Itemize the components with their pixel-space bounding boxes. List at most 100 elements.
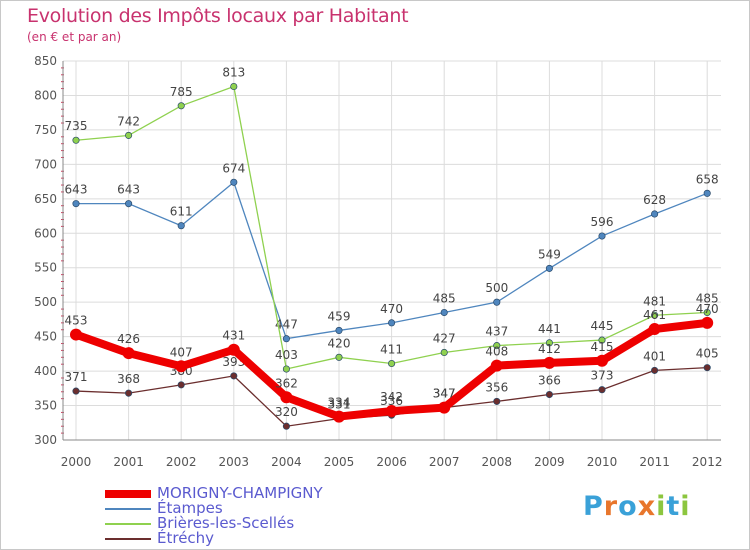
data-point-brieres-les-scelles	[125, 131, 133, 139]
data-point-morigny-champigny	[385, 405, 398, 418]
data-point-brieres-les-scelles	[703, 308, 711, 317]
data-label-morigny-champigny: 426	[117, 332, 140, 346]
data-point-etampes	[72, 200, 80, 208]
legend-label: MORIGNY-CHAMPIGNY	[157, 484, 323, 502]
data-label-etampes: 447	[275, 318, 298, 332]
data-label-brieres-les-scelles: 427	[433, 331, 456, 345]
logo-letter: x	[637, 491, 657, 522]
data-label-etrechy: 373	[591, 369, 614, 383]
data-label-morigny-champigny: 334	[328, 396, 351, 410]
data-point-etrechy	[177, 381, 185, 389]
y-tick-label: 750	[34, 123, 57, 137]
data-point-brieres-les-scelles	[545, 339, 553, 347]
data-label-morigny-champigny: 470	[696, 302, 719, 316]
y-tick-label: 650	[34, 192, 57, 206]
data-point-morigny-champigny	[438, 401, 451, 414]
data-label-morigny-champigny: 342	[380, 390, 403, 404]
data-label-etampes: 643	[117, 183, 140, 197]
data-point-morigny-champigny	[490, 359, 503, 372]
data-point-etampes	[440, 308, 448, 317]
data-label-etrechy: 405	[696, 347, 719, 361]
data-point-etrechy	[703, 364, 711, 372]
y-tick-label: 550	[34, 261, 57, 275]
data-label-morigny-champigny: 461	[643, 308, 666, 322]
logo-letter: P	[583, 491, 604, 522]
data-label-brieres-les-scelles: 411	[380, 343, 403, 357]
data-label-etrechy: 320	[275, 405, 298, 419]
data-label-brieres-les-scelles: 403	[275, 348, 298, 362]
data-point-etrechy	[651, 366, 659, 374]
data-label-etampes: 611	[170, 205, 193, 219]
data-label-brieres-les-scelles: 742	[117, 114, 140, 128]
chart-title: Evolution des Impôts locaux par Habitant	[27, 5, 409, 27]
data-point-morigny-champigny	[701, 316, 714, 329]
legend-label: Étampes	[157, 499, 223, 517]
data-label-etampes: 674	[222, 161, 245, 175]
y-tick-label: 600	[34, 226, 57, 240]
data-label-etampes: 643	[65, 183, 88, 197]
data-label-etampes: 459	[328, 309, 351, 323]
legend-swatch	[105, 523, 151, 525]
data-label-morigny-champigny: 412	[538, 342, 561, 356]
data-point-brieres-les-scelles	[282, 365, 290, 373]
data-label-brieres-les-scelles: 485	[696, 292, 719, 306]
x-tick-label: 2003	[219, 455, 250, 469]
data-label-etrechy: 368	[117, 372, 140, 386]
data-point-morigny-champigny	[122, 347, 135, 360]
data-point-brieres-les-scelles	[388, 359, 396, 368]
data-point-brieres-les-scelles	[177, 102, 185, 110]
logo-letter: o	[618, 491, 638, 522]
data-label-morigny-champigny: 362	[275, 376, 298, 390]
data-point-etrechy	[598, 386, 606, 394]
data-label-brieres-les-scelles: 441	[538, 322, 561, 336]
data-label-brieres-les-scelles: 785	[170, 85, 193, 99]
logo-letter: i	[680, 491, 691, 522]
legend-swatch	[105, 508, 151, 510]
data-point-brieres-les-scelles	[335, 353, 343, 361]
data-point-brieres-les-scelles	[651, 311, 659, 319]
data-label-morigny-champigny: 415	[591, 340, 614, 354]
data-point-morigny-champigny	[596, 354, 608, 367]
data-point-morigny-champigny	[227, 343, 240, 356]
chart-subtitle: (en € et par an)	[27, 30, 122, 44]
x-tick-label: 2009	[534, 455, 565, 469]
data-point-etampes	[177, 222, 185, 230]
x-tick-label: 2007	[429, 455, 460, 469]
logo-letter: r	[603, 491, 619, 522]
data-point-brieres-les-scelles	[598, 336, 606, 344]
data-point-morigny-champigny	[648, 323, 661, 336]
data-point-etampes	[125, 200, 133, 208]
data-label-etampes: 500	[485, 281, 508, 295]
data-label-brieres-les-scelles: 437	[485, 325, 508, 339]
data-label-brieres-les-scelles: 445	[591, 319, 614, 333]
legend-swatch	[105, 538, 151, 540]
data-point-morigny-champigny	[333, 410, 345, 423]
data-label-morigny-champigny: 347	[433, 387, 456, 401]
data-label-etrechy: 347	[433, 387, 456, 401]
y-tick-label: 700	[34, 157, 57, 171]
legend-label: Étréchy	[157, 529, 215, 547]
data-point-etampes	[598, 232, 606, 240]
y-tick-label: 400	[34, 364, 57, 378]
data-point-etampes	[545, 264, 553, 272]
data-point-etrechy	[125, 389, 133, 397]
data-point-brieres-les-scelles	[493, 342, 501, 350]
y-tick-label: 800	[34, 88, 57, 102]
legend-swatch	[105, 490, 151, 498]
x-tick-label: 2002	[166, 455, 197, 469]
y-tick-label: 300	[34, 433, 57, 447]
data-point-morigny-champigny	[175, 360, 188, 373]
data-point-brieres-les-scelles	[230, 82, 238, 91]
data-label-etampes: 658	[696, 172, 719, 186]
data-point-brieres-les-scelles	[72, 136, 80, 144]
data-label-morigny-champigny: 453	[65, 314, 88, 328]
data-point-etampes	[493, 298, 501, 306]
data-label-etrechy: 401	[643, 349, 666, 363]
data-label-etrechy: 331	[328, 398, 351, 412]
x-tick-label: 2004	[271, 455, 302, 469]
data-point-etampes	[282, 335, 290, 343]
data-label-morigny-champigny: 408	[485, 345, 508, 359]
data-label-etampes: 549	[538, 247, 561, 261]
